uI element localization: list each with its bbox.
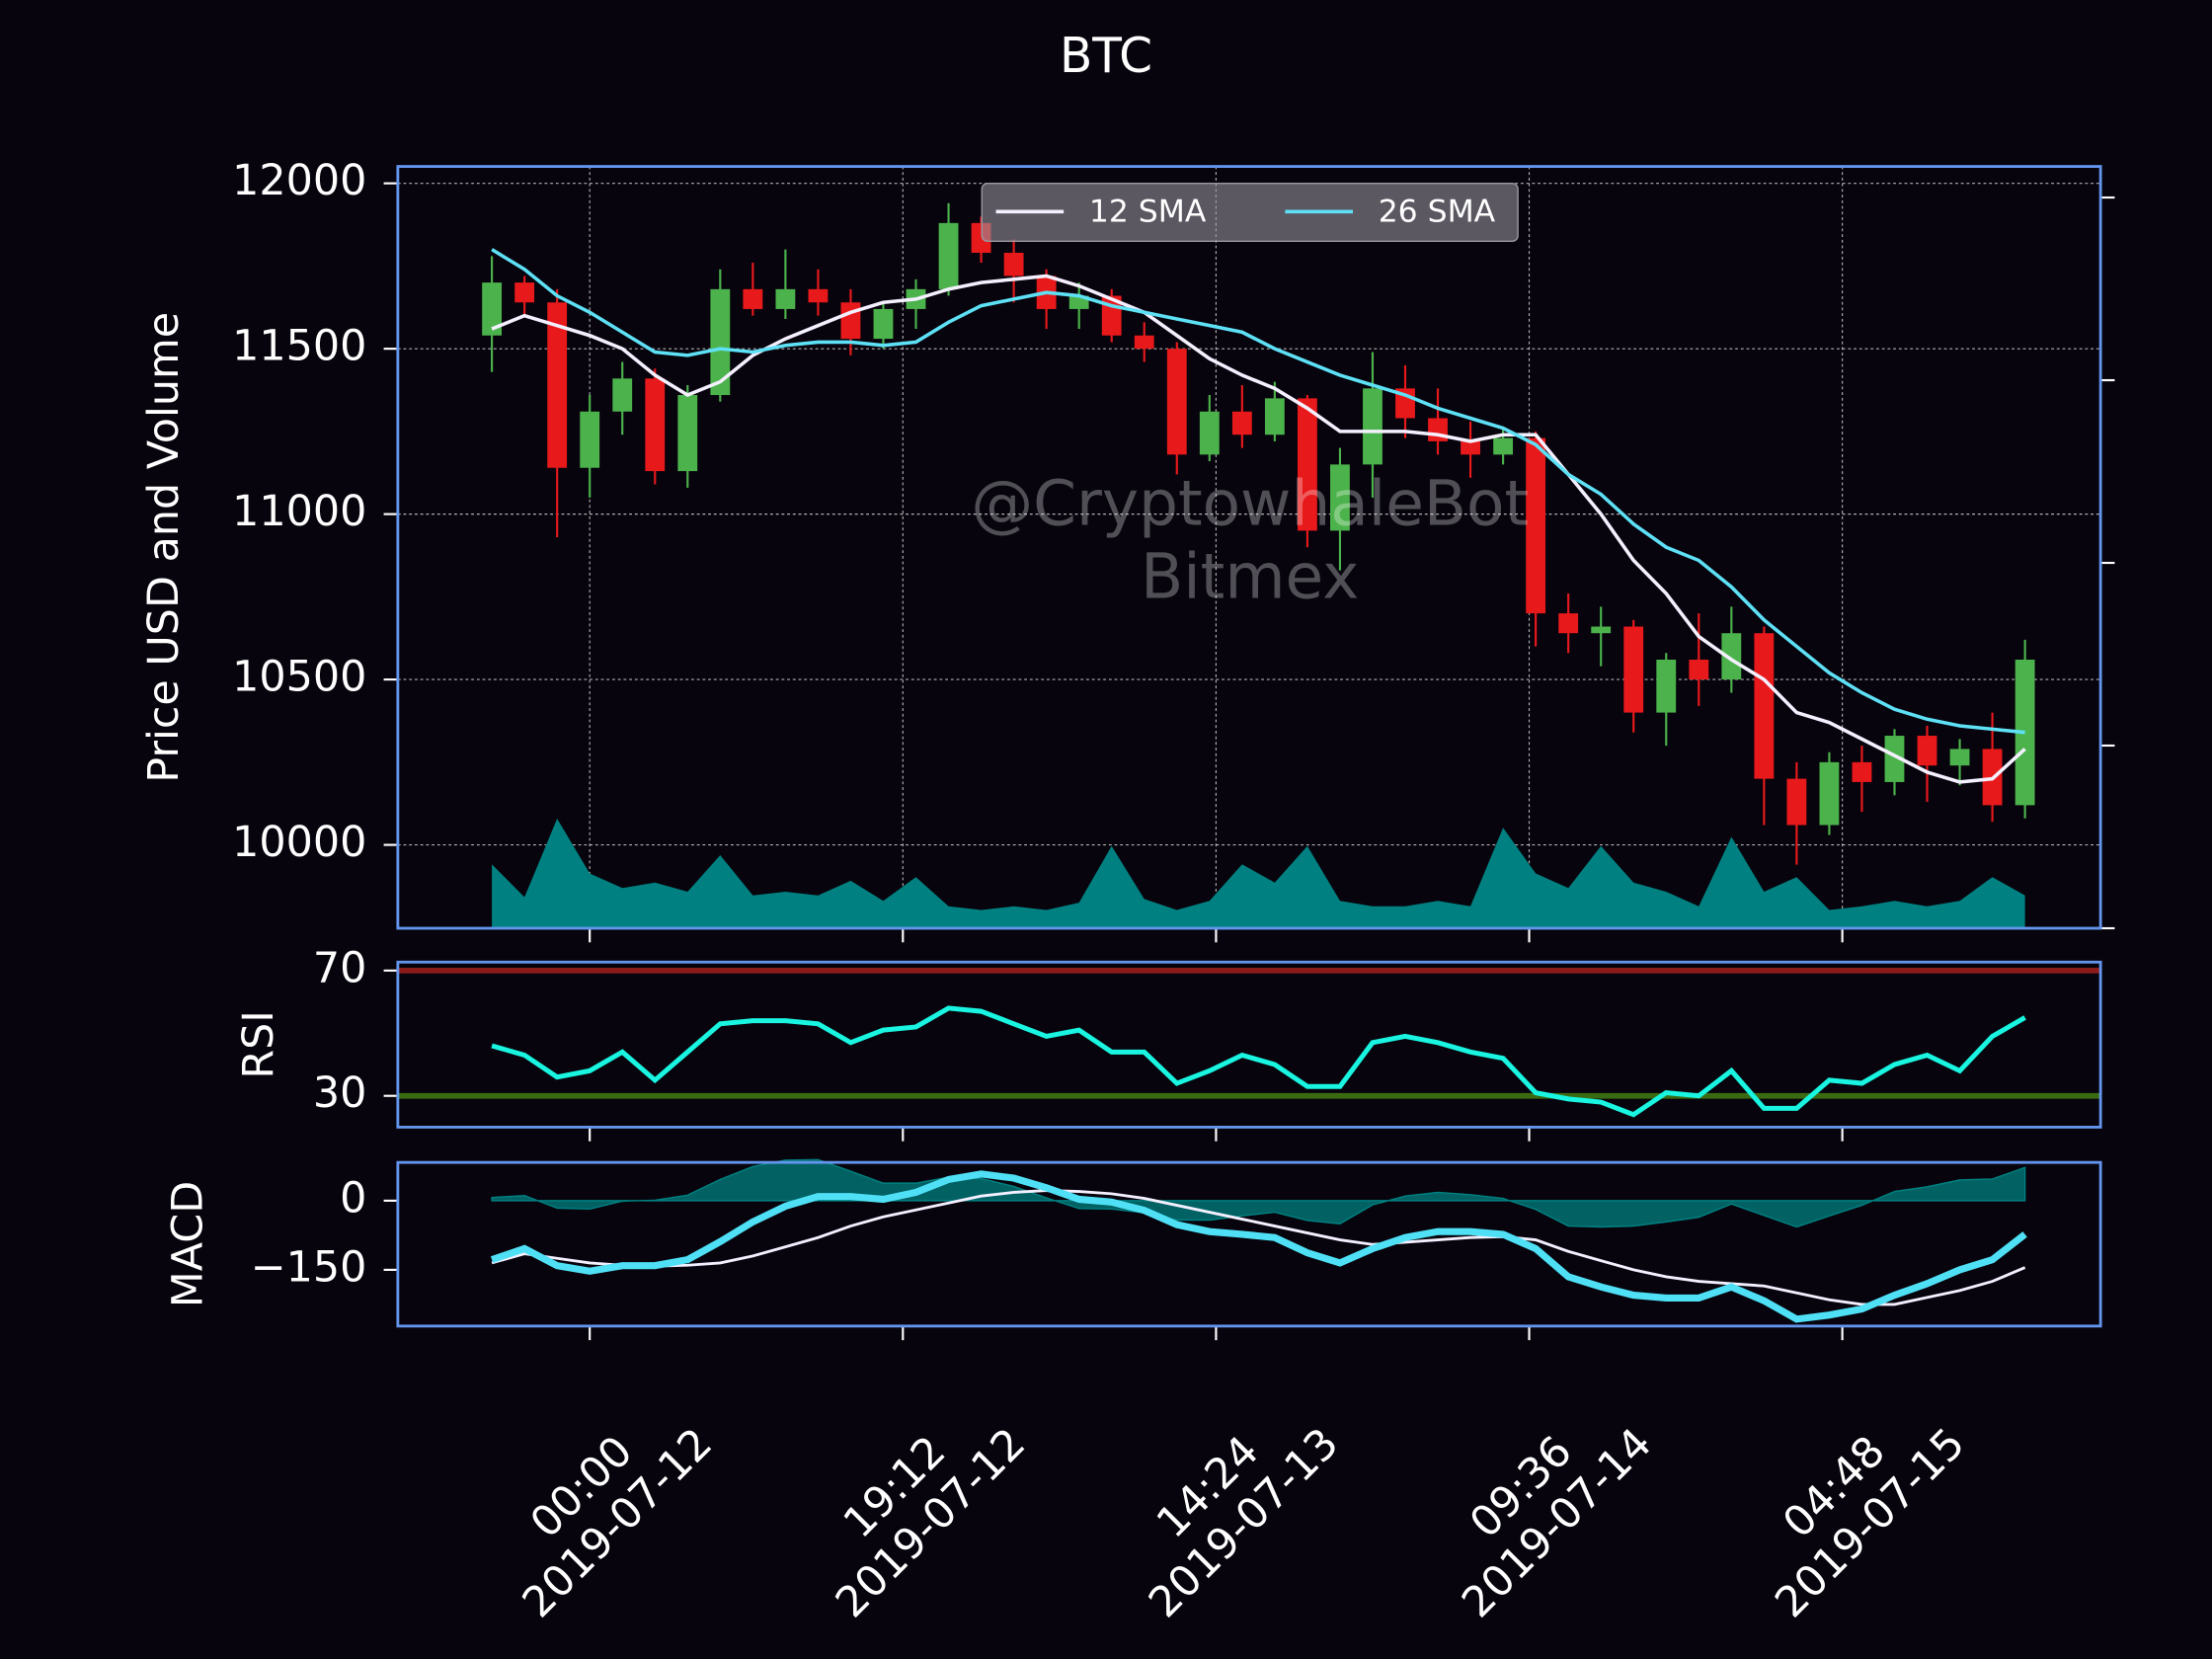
axes-frame xyxy=(396,165,2102,930)
candle-body xyxy=(1917,736,1937,766)
axes-frame xyxy=(396,960,2102,1129)
y-tick-label: 11500 xyxy=(232,322,366,371)
y-tick-label: 10000 xyxy=(232,818,366,867)
candle-body xyxy=(1591,626,1612,634)
candle-body xyxy=(743,288,763,309)
y-tick-label: 10500 xyxy=(232,653,366,702)
candle-body xyxy=(840,302,861,340)
candle-body xyxy=(1461,440,1480,455)
candle-body xyxy=(1949,749,1970,766)
candle-body xyxy=(677,395,698,472)
candle-body xyxy=(1134,335,1154,350)
candle-body xyxy=(580,411,600,468)
candle-body xyxy=(1623,626,1644,713)
y-tick-label: −150 xyxy=(251,1242,367,1292)
candle-body xyxy=(1330,464,1350,531)
y-axis-label: RSI xyxy=(234,1010,283,1079)
y-tick-label: 12000 xyxy=(232,156,366,205)
y-tick-label: 0 xyxy=(340,1173,366,1223)
candle-body xyxy=(645,378,666,472)
legend-box xyxy=(981,183,1519,242)
axes-frame xyxy=(396,1160,2102,1328)
candle-body xyxy=(1526,437,1546,614)
watermark: Bitmex xyxy=(1141,541,1359,613)
legend-label: 26 SMA xyxy=(1379,195,1496,230)
chart-title: BTC xyxy=(1060,29,1152,84)
y-tick-label: 11000 xyxy=(232,487,366,536)
candle-body xyxy=(1754,633,1775,779)
candle-body xyxy=(1003,252,1024,276)
candle-body xyxy=(1363,388,1382,465)
candle-body xyxy=(1558,613,1579,634)
y-axis-label: Price USD and Volume xyxy=(139,312,189,783)
candle-body xyxy=(873,308,894,340)
candle-body xyxy=(1166,349,1187,455)
candle-body xyxy=(1819,761,1840,826)
candle-body xyxy=(1231,411,1252,435)
candle-body xyxy=(1493,437,1514,455)
y-tick-label: 30 xyxy=(313,1068,367,1118)
rsi-line xyxy=(491,1005,2026,1118)
sma-line xyxy=(491,274,2026,784)
candle-body xyxy=(1199,411,1220,455)
candle-body xyxy=(775,288,796,309)
candle-body xyxy=(1721,633,1742,680)
candle-body xyxy=(547,302,568,468)
candle-body xyxy=(1297,398,1317,531)
histogram-area xyxy=(491,1158,2026,1228)
candle-body xyxy=(612,378,633,412)
y-tick-label: 70 xyxy=(313,943,367,992)
volume-area xyxy=(492,819,2025,928)
candle-body xyxy=(1689,660,1709,680)
candle-body xyxy=(938,222,959,289)
candle-body xyxy=(808,288,829,303)
candle-body xyxy=(1852,761,1872,782)
candle-body xyxy=(1264,398,1285,435)
watermark: @CryptowhaleBot xyxy=(971,467,1529,539)
candle-body xyxy=(514,282,535,303)
legend-label: 12 SMA xyxy=(1089,195,1207,230)
candle-body xyxy=(1656,660,1677,713)
candle-body xyxy=(2014,660,2035,806)
candle-body xyxy=(1884,736,1905,782)
candle-body xyxy=(482,282,503,336)
macd-line xyxy=(490,1170,2027,1323)
candle-body xyxy=(1786,778,1807,826)
macd-line xyxy=(491,1189,2026,1306)
sma-line xyxy=(491,248,2025,735)
candle-body xyxy=(710,288,731,396)
y-axis-label: MACD xyxy=(163,1181,212,1307)
